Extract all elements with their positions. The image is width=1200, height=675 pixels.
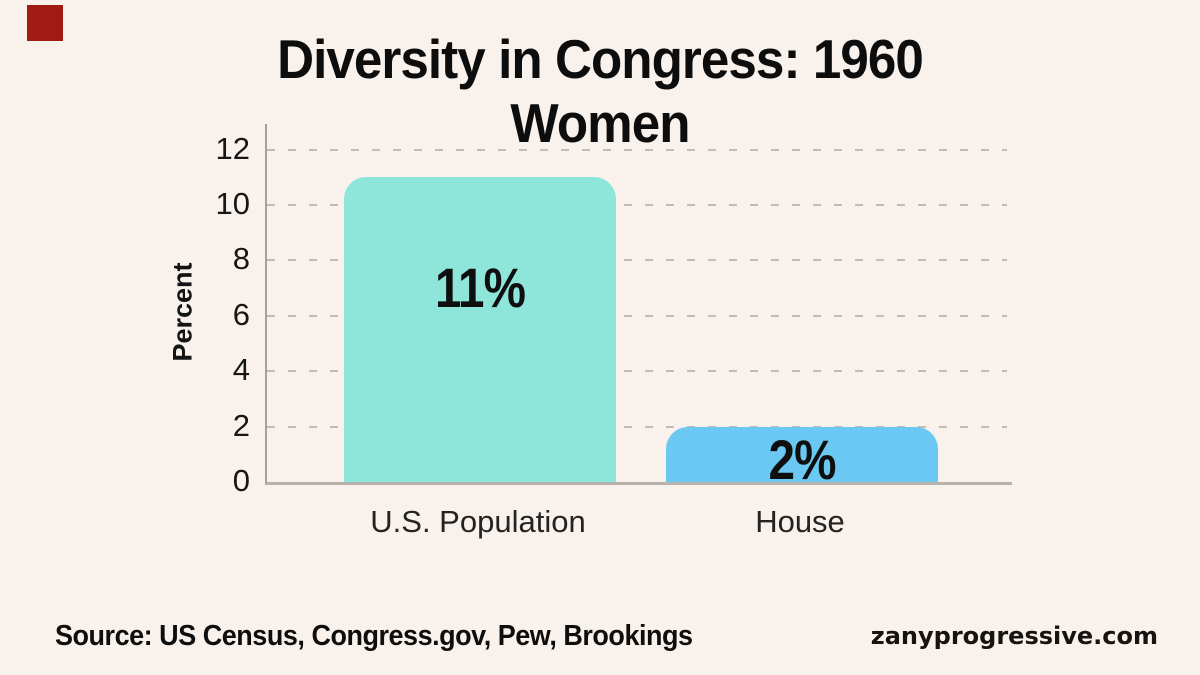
y-tick-label: 4	[232, 352, 250, 388]
plot-area: 11% 2%	[265, 124, 1012, 490]
website-credit: zanyprogressive.com	[870, 622, 1158, 650]
chart-title-line2: Women	[510, 91, 690, 154]
chart-title: Diversity in Congress: 1960 Women	[42, 28, 1158, 156]
gridline	[267, 148, 1007, 151]
brand-logo-square	[27, 5, 63, 41]
y-tick-label: 0	[232, 463, 250, 498]
bar-value-label: 2%	[768, 427, 836, 491]
gridline	[267, 314, 1007, 317]
y-tick-label: 10	[215, 186, 250, 221]
gridline	[267, 259, 1007, 262]
y-tick-label: 6	[232, 296, 250, 332]
y-tick-label: 12	[215, 130, 250, 166]
bar-value-label: 11%	[434, 256, 526, 320]
source-credit: Source: US Census, Congress.gov, Pew, Br…	[55, 620, 693, 652]
y-tick-label: 2	[232, 407, 250, 443]
chart-title-line1: Diversity in Congress: 1960	[277, 28, 924, 90]
category-label: U.S. Population	[370, 504, 586, 539]
bar-house: 2%	[666, 426, 938, 490]
bar-u-s-population: 11%	[344, 177, 616, 482]
category-label: House	[755, 504, 845, 539]
x-axis-category-labels: U.S. Population House	[265, 502, 1010, 547]
gridline	[267, 370, 1007, 373]
gridline	[267, 204, 1007, 206]
y-axis-tick-labels: 0 2 4 6 8 10 12	[140, 124, 250, 498]
gridline	[267, 425, 1007, 428]
y-tick-label: 8	[232, 241, 250, 277]
